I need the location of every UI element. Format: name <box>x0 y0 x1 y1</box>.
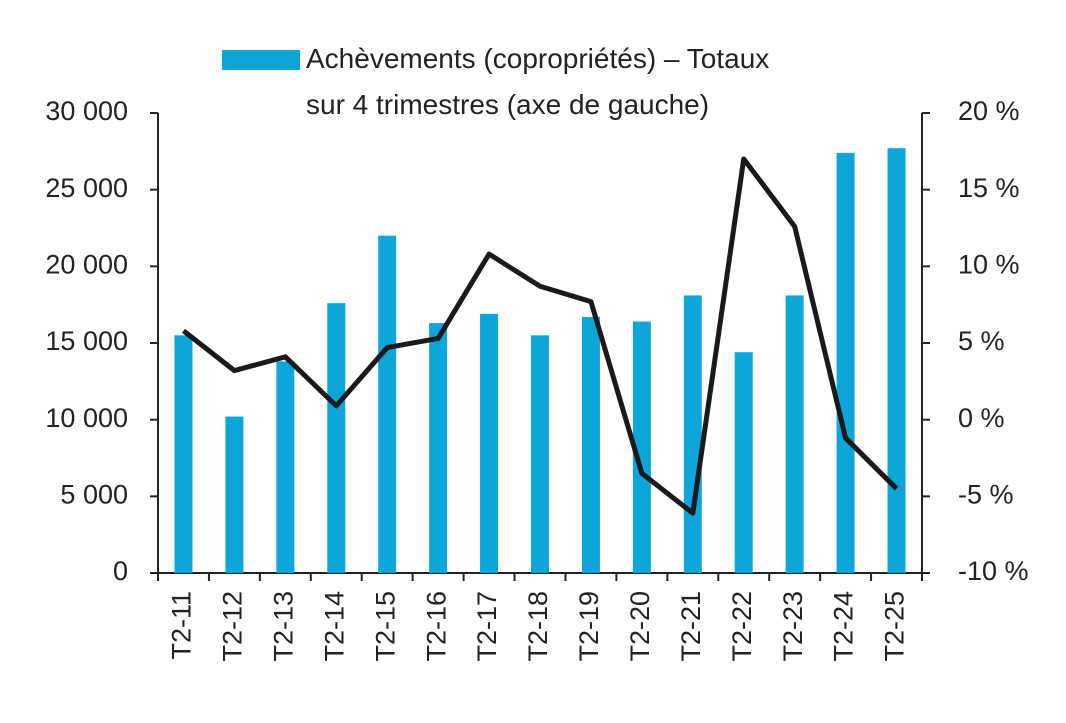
y2-tick-label: -5 % <box>958 479 1014 509</box>
x-tick-label: T2-15 <box>370 591 400 662</box>
x-tick-label: T2-12 <box>218 591 248 662</box>
y2-tick-label: 0 % <box>958 403 1005 433</box>
bar <box>276 361 295 573</box>
x-tick-label: T2-13 <box>268 591 298 662</box>
x-tick-label: T2-21 <box>676 591 706 662</box>
legend: Achèvements (copropriétés) – Totaux sur … <box>222 43 770 120</box>
bar <box>378 235 397 573</box>
bar <box>734 352 753 573</box>
y-tick-label: 15 000 <box>45 326 128 356</box>
legend-label-box: Achèvements (copropriétés) – Totaux sur … <box>306 43 770 120</box>
y-tick-label: 20 000 <box>45 249 128 279</box>
bar <box>174 335 193 573</box>
y2-tick-label: 5 % <box>958 326 1005 356</box>
x-tick-label: T2-24 <box>829 591 859 662</box>
x-tick-label: T2-14 <box>319 591 349 662</box>
legend-label: Achèvements (copropriétés) – Totaux sur … <box>306 43 770 120</box>
y-tick-label: 25 000 <box>45 173 128 203</box>
bar <box>531 335 549 573</box>
y-tick-label: 5 000 <box>60 479 128 509</box>
bar <box>581 316 600 573</box>
bar <box>887 148 906 573</box>
x-tick-label: T2-11 <box>167 591 197 660</box>
y-tick-label: 10 000 <box>45 403 128 433</box>
bar <box>836 152 855 573</box>
y-tick-label: 30 000 <box>45 96 128 126</box>
x-tick-label: T2-25 <box>880 591 910 662</box>
y2-tick-label: 20 % <box>958 96 1020 126</box>
y2-tick-label: 15 % <box>958 173 1020 203</box>
x-tick-label: T2-20 <box>625 591 655 662</box>
x-tick-label: T2-23 <box>778 591 808 662</box>
bar <box>429 323 448 573</box>
y2-tick-label: -10 % <box>958 556 1029 586</box>
y2-tick-label: 10 % <box>958 249 1020 279</box>
y-tick-label: 0 <box>113 556 128 586</box>
x-tick-label: T2-22 <box>727 591 757 662</box>
legend-swatch <box>222 50 300 70</box>
bar <box>480 313 499 573</box>
bar <box>785 295 804 573</box>
x-tick-label: T2-18 <box>523 591 553 662</box>
bar <box>327 303 346 573</box>
x-tick-label: T2-19 <box>574 591 604 662</box>
x-tick-label: T2-17 <box>472 591 502 662</box>
bar <box>225 416 244 573</box>
bar <box>632 321 651 573</box>
x-tick-label: T2-16 <box>421 591 451 662</box>
bar <box>683 295 702 573</box>
line <box>181 156 899 516</box>
